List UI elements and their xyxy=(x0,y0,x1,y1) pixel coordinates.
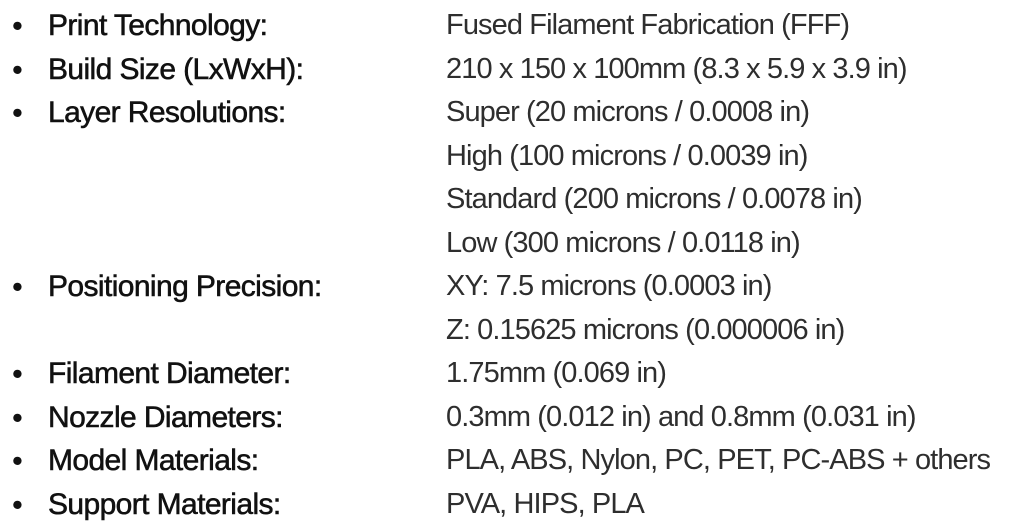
bullet-icon: • xyxy=(12,269,23,304)
spec-value: XY: 7.5 microns (0.0003 in) xyxy=(446,270,772,302)
spec-label: Support Materials: xyxy=(48,487,282,521)
spec-label: Print Technology: xyxy=(48,9,269,43)
spec-row-filament-diameter: • Filament Diameter: 1.75mm (0.069 in) xyxy=(0,352,1028,396)
spec-label: Positioning Precision: xyxy=(48,270,323,304)
spec-value: Low (300 microns / 0.0118 in) xyxy=(446,226,801,259)
spec-label: Build Size (LxWxH): xyxy=(48,52,304,86)
spec-row-model-materials: • Model Materials: PLA, ABS, Nylon, PC, … xyxy=(0,439,1028,483)
bullet-icon: • xyxy=(12,443,23,478)
spec-label: Model Materials: xyxy=(48,444,260,478)
spec-row-positioning-precision: • Positioning Precision: XY: 7.5 microns… xyxy=(0,265,1028,352)
spec-value: PVA, HIPS, PLA xyxy=(446,487,645,520)
spec-label: Filament Diameter: xyxy=(48,357,292,391)
spec-row-print-technology: • Print Technology: Fused Filament Fabri… xyxy=(0,4,1028,48)
spec-value: Super (20 microns / 0.0008 in) xyxy=(446,96,810,128)
spec-label: Layer Resolutions: xyxy=(48,96,287,130)
bullet-icon: • xyxy=(12,8,23,43)
spec-value: 210 x 150 x 100mm (8.3 x 5.9 x 3.9 in) xyxy=(446,52,908,85)
bullet-icon: • xyxy=(12,356,23,391)
spec-value: 0.3mm (0.012 in) and 0.8mm (0.031 in) xyxy=(446,400,917,433)
spec-value: Fused Filament Fabrication (FFF) xyxy=(446,9,850,41)
spec-row-nozzle-diameters: • Nozzle Diameters: 0.3mm (0.012 in) and… xyxy=(0,396,1028,440)
bullet-icon: • xyxy=(12,399,23,435)
spec-value: 1.75mm (0.069 in) xyxy=(446,357,667,389)
bullet-icon: • xyxy=(12,95,23,130)
spec-values: PVA, HIPS, PLA xyxy=(446,483,1028,527)
spec-value: Z: 0.15625 microns (0.000006 in) xyxy=(446,313,845,346)
spec-values: XY: 7.5 microns (0.0003 in) Z: 0.15625 m… xyxy=(446,265,1028,352)
spec-values: Fused Filament Fabrication (FFF) xyxy=(446,4,1028,48)
spec-row-build-size: • Build Size (LxWxH): 210 x 150 x 100mm … xyxy=(0,48,1028,92)
spec-values: Super (20 microns / 0.0008 in) High (100… xyxy=(446,91,1028,265)
bullet-icon: • xyxy=(12,486,23,522)
spec-value: Standard (200 microns / 0.0078 in) xyxy=(446,183,863,215)
spec-list: • Print Technology: Fused Filament Fabri… xyxy=(0,4,1028,526)
spec-label: Nozzle Diameters: xyxy=(48,400,284,434)
spec-values: 1.75mm (0.069 in) xyxy=(446,352,1028,396)
bullet-icon: • xyxy=(12,51,23,87)
spec-values: 0.3mm (0.012 in) and 0.8mm (0.031 in) xyxy=(446,396,1028,440)
spec-row-layer-resolutions: • Layer Resolutions: Super (20 microns /… xyxy=(0,91,1028,265)
spec-value: High (100 microns / 0.0039 in) xyxy=(446,139,808,172)
spec-values: PLA, ABS, Nylon, PC, PET, PC-ABS + other… xyxy=(446,439,1028,483)
spec-value: PLA, ABS, Nylon, PC, PET, PC-ABS + other… xyxy=(446,444,991,476)
spec-values: 210 x 150 x 100mm (8.3 x 5.9 x 3.9 in) xyxy=(446,48,1028,92)
spec-row-support-materials: • Support Materials: PVA, HIPS, PLA xyxy=(0,483,1028,527)
